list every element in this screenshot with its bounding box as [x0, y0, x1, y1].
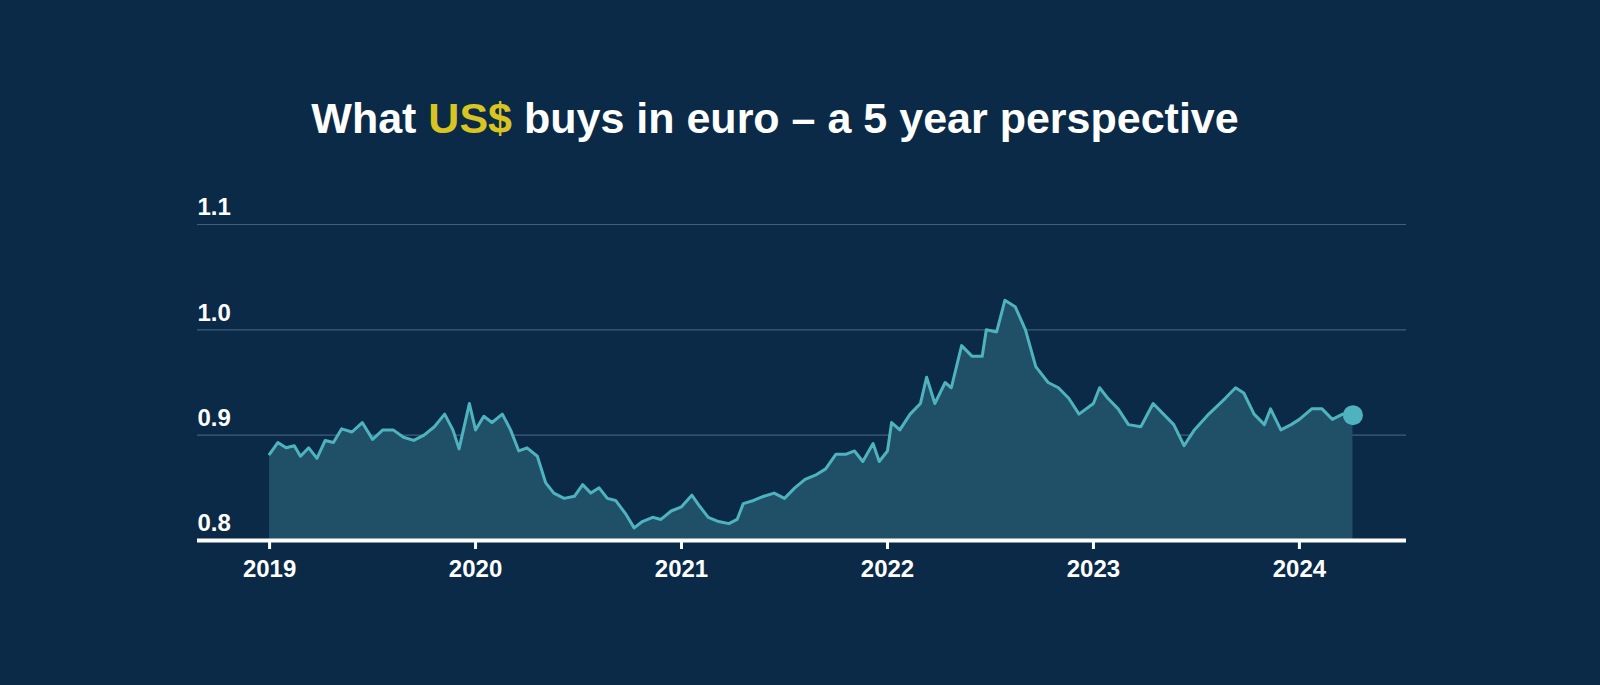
svg-text:1.1: 1.1: [198, 193, 231, 220]
svg-text:2020: 2020: [449, 555, 502, 582]
svg-text:0.8: 0.8: [198, 509, 231, 536]
svg-text:2024: 2024: [1273, 555, 1327, 582]
html-text:What US$ buys in euro – a 5 ye: What US$ buys in euro – a 5 year perspec…: [311, 94, 1239, 142]
svg-text:2019: 2019: [243, 555, 296, 582]
svg-text:1.0: 1.0: [198, 299, 231, 326]
svg-text:0.9: 0.9: [198, 404, 231, 431]
svg-text:2022: 2022: [861, 555, 914, 582]
svg-text:2023: 2023: [1067, 555, 1120, 582]
svg-text:2021: 2021: [655, 555, 708, 582]
